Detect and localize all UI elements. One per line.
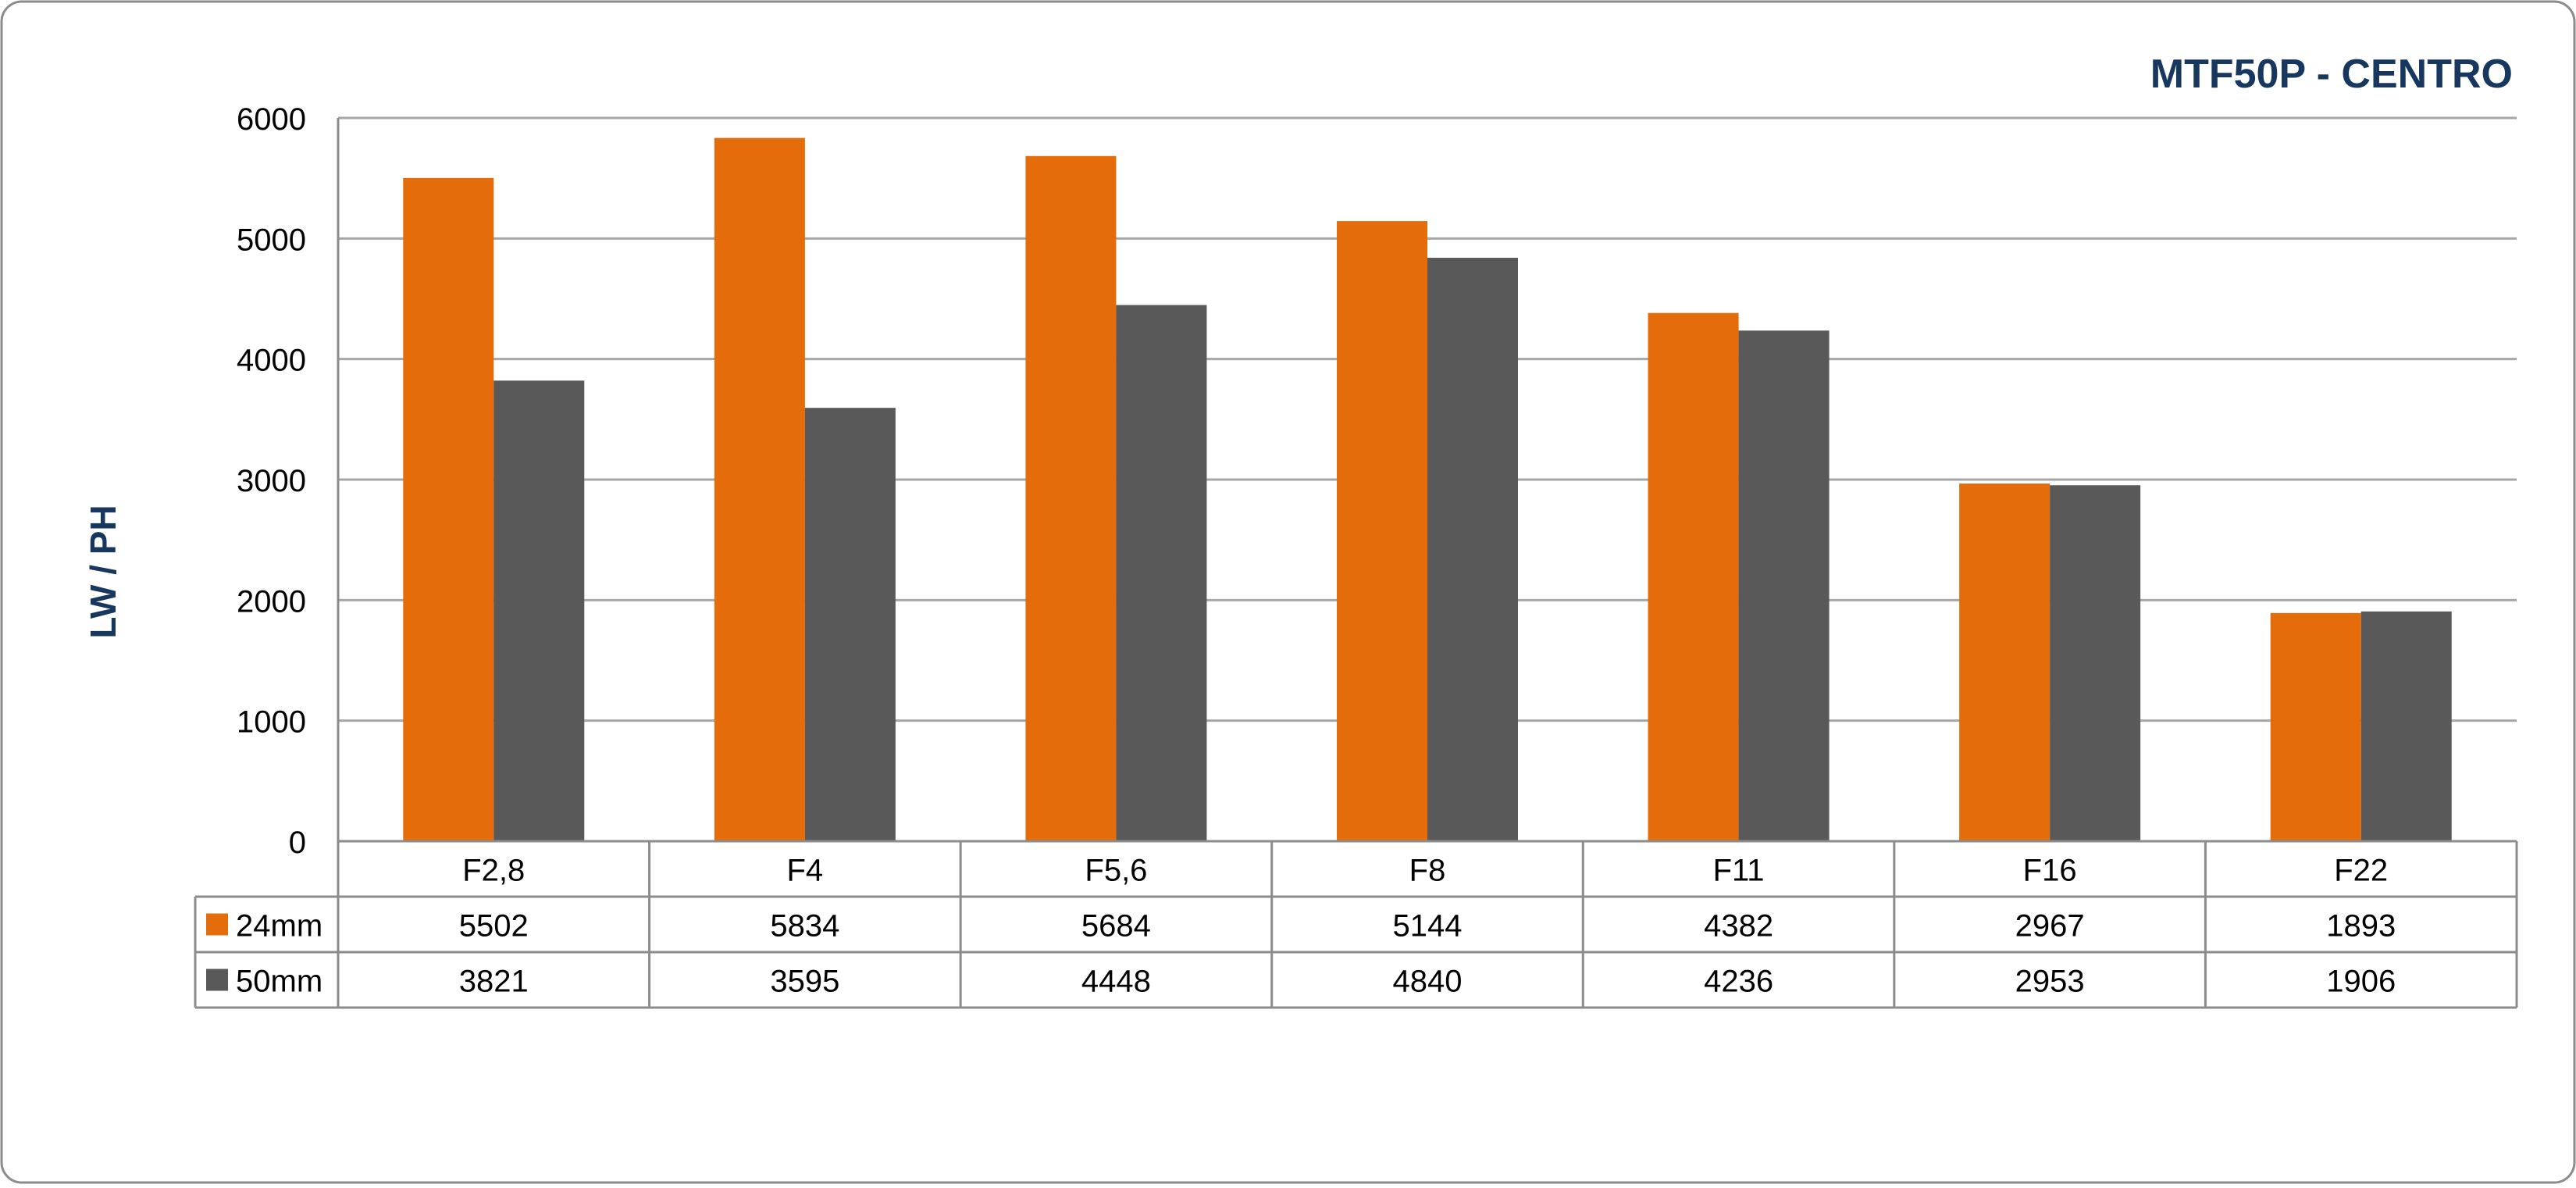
data-table-value: 2967 xyxy=(2015,909,2085,944)
x-tick-label: F2,8 xyxy=(462,854,525,888)
legend-swatch xyxy=(206,969,228,991)
x-tick-label: F16 xyxy=(2023,854,2077,888)
bar xyxy=(1959,483,2050,841)
x-tick-label: F22 xyxy=(2334,854,2388,888)
chart-title: MTF50P - CENTRO xyxy=(2150,52,2513,97)
bar xyxy=(493,380,585,841)
bar xyxy=(1116,305,1207,841)
bar xyxy=(714,137,805,842)
x-tick-label: F5,6 xyxy=(1085,854,1147,888)
data-table-value: 5834 xyxy=(770,909,839,944)
bar xyxy=(804,408,896,841)
y-tick-label: 2000 xyxy=(237,584,306,619)
bar xyxy=(403,177,494,841)
bar xyxy=(2050,485,2141,841)
x-tick-label: F11 xyxy=(1713,854,1765,888)
bar xyxy=(1648,312,1739,842)
legend-swatch xyxy=(206,913,228,936)
data-table-value: 1893 xyxy=(2326,909,2396,944)
data-table-value: 3595 xyxy=(770,965,839,999)
data-table-value: 5684 xyxy=(1081,909,1151,944)
x-tick-label: F8 xyxy=(1409,854,1446,888)
bar xyxy=(1427,258,1518,841)
y-tick-label: 5000 xyxy=(237,223,306,257)
data-table-value: 4840 xyxy=(1393,965,1463,999)
data-table-value: 1906 xyxy=(2326,965,2396,999)
bars xyxy=(403,137,2452,842)
bar xyxy=(1337,221,1427,841)
data-table-value: 2953 xyxy=(2015,965,2085,999)
y-axis-label: LW / PH xyxy=(83,505,123,638)
data-table-value: 5502 xyxy=(459,909,529,944)
bar xyxy=(1025,155,1117,841)
y-tick-label: 1000 xyxy=(237,705,306,740)
data-table-value: 4236 xyxy=(1704,965,1773,999)
legend-label: 24mm xyxy=(236,909,322,944)
y-tick-label: 3000 xyxy=(237,464,306,498)
bar xyxy=(1738,330,1830,841)
data-table-value: 5144 xyxy=(1393,909,1463,944)
data-table-value: 3821 xyxy=(459,965,529,999)
y-axis-ticks: 0 1000 2000 3000 4000 5000 6000 xyxy=(237,102,306,860)
bar xyxy=(2270,612,2361,841)
data-table: F2,8 F4 F5,6 F8 F11 F16 F22 24mm 5502 5834 5684 514… xyxy=(194,840,2518,1009)
data-table-value: 4382 xyxy=(1704,909,1773,944)
y-tick-label: 6000 xyxy=(237,102,306,137)
bar xyxy=(2360,611,2452,841)
y-tick-label: 4000 xyxy=(237,344,306,378)
x-tick-label: F4 xyxy=(787,854,824,888)
data-table-value: 4448 xyxy=(1081,965,1151,999)
legend-label: 50mm xyxy=(236,965,322,999)
y-tick-label: 0 xyxy=(289,826,306,860)
